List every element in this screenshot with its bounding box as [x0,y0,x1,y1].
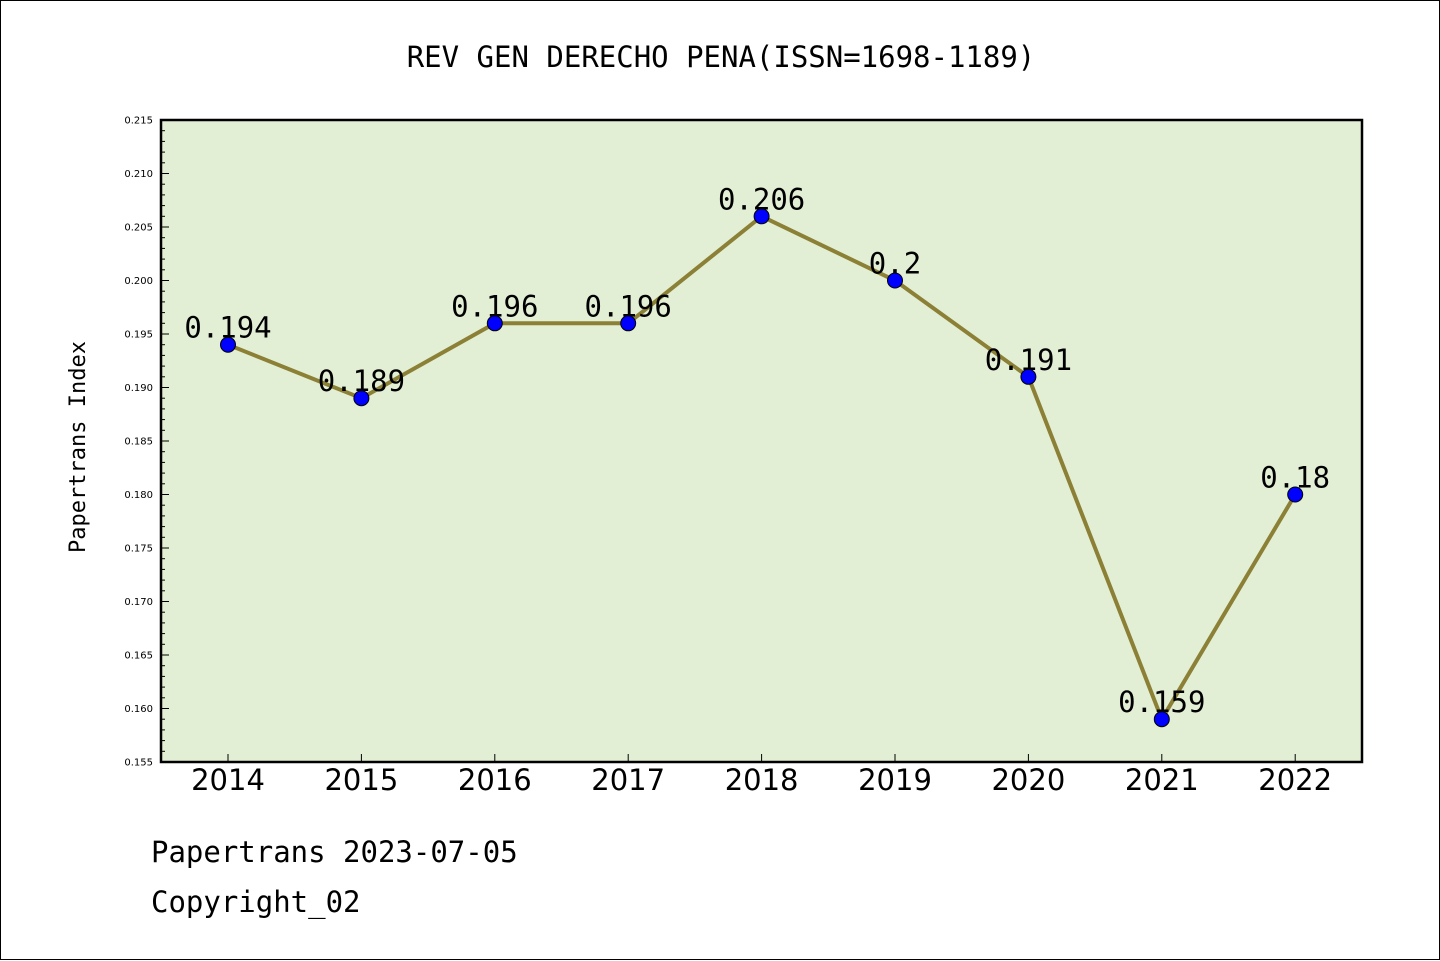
x-tick-label: 2020 [991,763,1065,797]
data-point [220,336,236,353]
footer-copyright-text: Copyright_02 [151,885,361,919]
data-label: 0.2 [869,247,921,281]
x-tick-label: 2014 [191,763,265,797]
data-label: 0.159 [1118,685,1205,719]
data-label: 0.206 [718,182,805,216]
data-point [1287,486,1304,503]
data-label: 0.194 [184,311,271,345]
y-tick-label: 0.215 [124,116,153,127]
y-tick-label: 0.185 [124,437,153,448]
data-label: 0.18 [1260,461,1330,495]
x-tick-label: 2018 [725,763,799,797]
data-label: 0.191 [985,343,1072,377]
data-point [887,272,903,289]
y-tick-label: 0.195 [124,330,153,341]
y-tick-label: 0.210 [124,169,153,180]
y-tick-label: 0.160 [124,704,153,715]
data-label: 0.196 [451,289,538,323]
data-point [1153,711,1170,728]
data-label: 0.196 [585,289,672,323]
data-point [486,315,503,332]
y-tick-label: 0.175 [124,544,153,555]
plot-area [159,118,1364,764]
y-axis-label: Papertrans Index [66,341,91,553]
x-tick-label: 2016 [458,763,532,797]
footer-date-text: Papertrans 2023-07-05 [151,835,518,869]
x-tick-label: 2017 [591,763,665,797]
y-tick-label: 0.165 [124,651,153,662]
data-point [353,390,370,407]
x-tick-label: 2019 [858,763,932,797]
data-point [620,315,637,332]
data-point [753,208,770,225]
data-series [220,208,1304,728]
y-tick-label: 0.190 [124,383,153,394]
x-tick-label: 2022 [1258,763,1332,797]
data-labels: 0.194 0.189 0.196 0.196 0.206 0.2 0.191 0.159 0.… [184,182,1330,719]
y-tick-label: 0.200 [124,276,153,287]
y-axis: 0.155 0.160 0.165 0.170 0.175 0.180 0.185 0.190… [124,116,169,769]
y-tick-label: 0.205 [124,223,153,234]
x-tick-label: 2021 [1125,763,1199,797]
y-tick-label: 0.170 [124,597,153,608]
chart-title: REV GEN DERECHO PENA(ISSN=1698-1189) [407,40,1036,74]
data-point [1020,368,1037,385]
y-tick-label: 0.155 [124,758,153,769]
x-tick-label: 2015 [324,763,398,797]
data-label: 0.189 [318,364,405,398]
x-axis: 2014 2015 2016 2017 2018 2019 2020 2021 2022 [191,754,1332,797]
y-tick-label: 0.180 [124,490,153,501]
